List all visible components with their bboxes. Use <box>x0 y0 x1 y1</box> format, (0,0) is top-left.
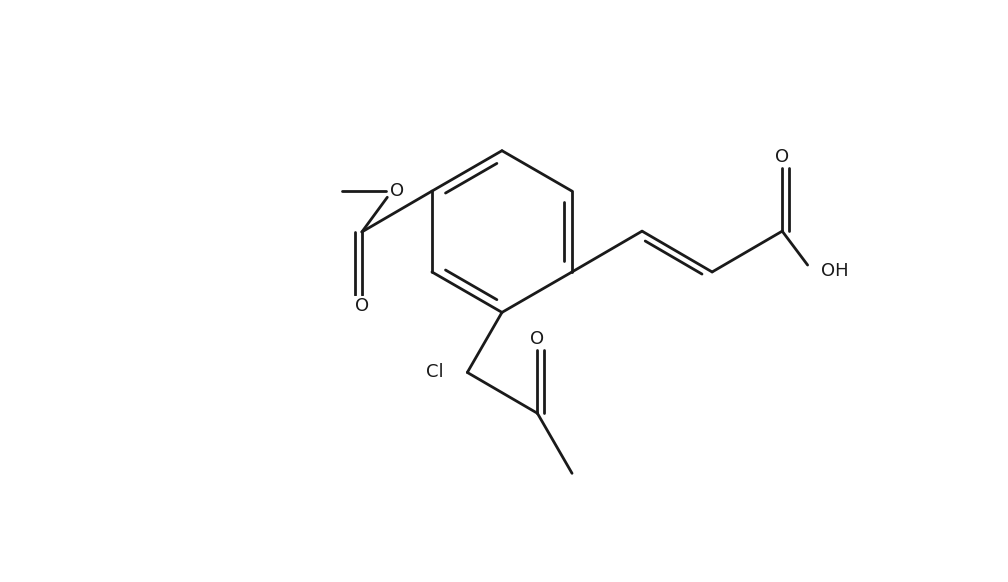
Text: Cl: Cl <box>426 363 444 381</box>
Text: OH: OH <box>822 262 849 280</box>
Text: O: O <box>355 297 369 315</box>
Text: O: O <box>390 182 404 200</box>
Text: O: O <box>530 331 544 349</box>
Text: O: O <box>775 148 789 166</box>
